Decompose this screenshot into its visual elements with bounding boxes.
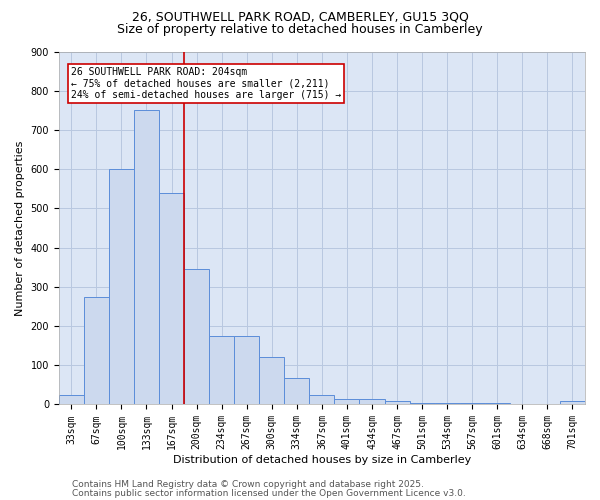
Text: Contains public sector information licensed under the Open Government Licence v3: Contains public sector information licen…: [72, 489, 466, 498]
Bar: [184, 269, 209, 404]
Bar: [410, 402, 434, 404]
Bar: [385, 400, 410, 404]
Bar: [310, 394, 334, 404]
Text: 26, SOUTHWELL PARK ROAD, CAMBERLEY, GU15 3QQ: 26, SOUTHWELL PARK ROAD, CAMBERLEY, GU15…: [131, 10, 469, 23]
Text: Size of property relative to detached houses in Camberley: Size of property relative to detached ho…: [117, 22, 483, 36]
Y-axis label: Number of detached properties: Number of detached properties: [15, 140, 25, 316]
Bar: [234, 336, 259, 404]
Bar: [84, 296, 109, 405]
Bar: [485, 402, 510, 404]
Bar: [334, 398, 359, 404]
Bar: [560, 402, 585, 404]
Bar: [434, 402, 460, 404]
Bar: [134, 110, 159, 405]
Bar: [259, 358, 284, 405]
Bar: [460, 402, 485, 404]
Bar: [209, 336, 234, 404]
Bar: [359, 398, 385, 404]
X-axis label: Distribution of detached houses by size in Camberley: Distribution of detached houses by size …: [173, 455, 471, 465]
Bar: [59, 394, 84, 404]
Text: Contains HM Land Registry data © Crown copyright and database right 2025.: Contains HM Land Registry data © Crown c…: [72, 480, 424, 489]
Bar: [159, 192, 184, 404]
Text: 26 SOUTHWELL PARK ROAD: 204sqm
← 75% of detached houses are smaller (2,211)
24% : 26 SOUTHWELL PARK ROAD: 204sqm ← 75% of …: [71, 67, 341, 100]
Bar: [284, 378, 310, 404]
Bar: [109, 169, 134, 404]
